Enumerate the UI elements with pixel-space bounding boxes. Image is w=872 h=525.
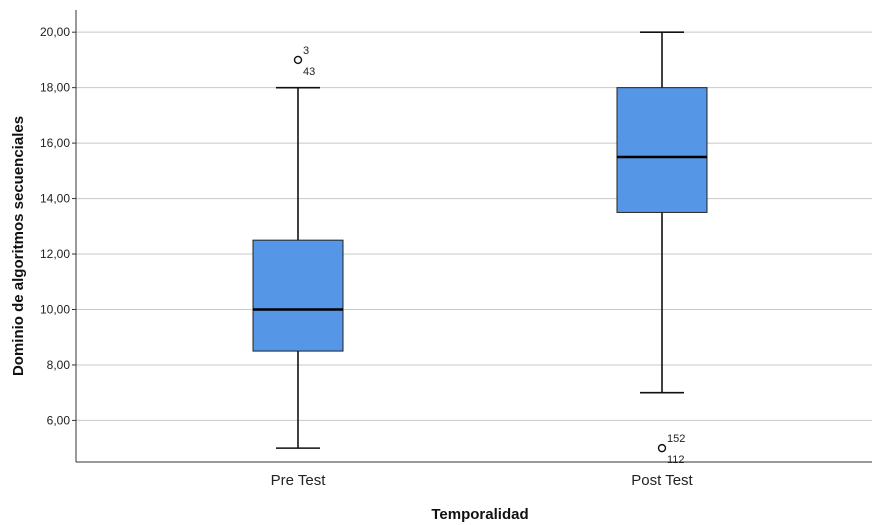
box-post-test: [616, 31, 708, 453]
y-tick-label: 12,00: [40, 247, 70, 261]
box-pre-test: [252, 55, 344, 449]
labels: 6,00 8,00 10,00 12,00 14,00 16,00 18,00 20,00 3 4…: [40, 25, 694, 489]
outlier-point: [293, 55, 303, 65]
outlier-label: 112: [667, 454, 685, 466]
outlier-point: [657, 443, 667, 453]
gridlines: [76, 31, 872, 421]
iqr-box: [252, 239, 344, 352]
boxes: [252, 31, 708, 453]
y-tick-label: 18,00: [40, 81, 70, 95]
outlier-label: 3: [303, 45, 309, 57]
axes: [72, 10, 872, 463]
x-tick-label: Post Test: [631, 472, 693, 489]
y-tick-label: 8,00: [47, 358, 71, 372]
x-axis-title: Temporalidad: [431, 506, 528, 523]
y-axis-title: Dominio de algoritmos secuenciales: [10, 116, 27, 376]
y-tick-label: 16,00: [40, 136, 70, 150]
y-tick-label: 10,00: [40, 302, 70, 316]
y-tick-label: 14,00: [40, 192, 70, 206]
outlier-label: 43: [303, 66, 315, 78]
y-tick-label: 6,00: [47, 413, 71, 427]
iqr-box: [616, 87, 708, 213]
y-tick-label: 20,00: [40, 25, 70, 39]
outlier-label: 152: [667, 433, 685, 445]
x-tick-label: Pre Test: [271, 472, 327, 489]
